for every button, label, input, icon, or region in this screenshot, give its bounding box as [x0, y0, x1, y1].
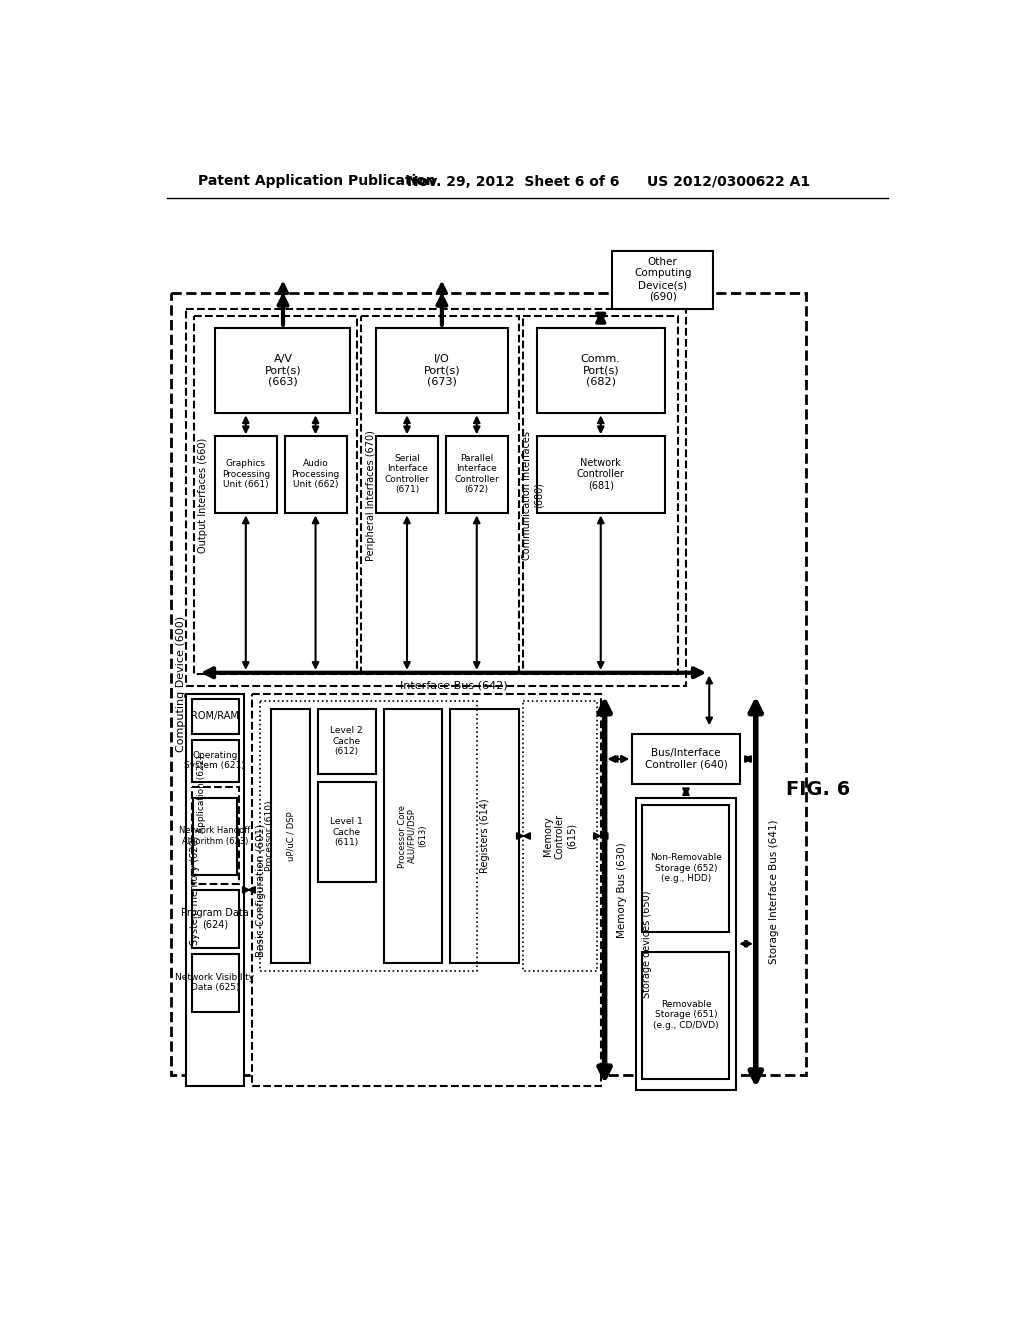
Bar [636, 797, 736, 1090]
Text: Level 2
Cache
(612): Level 2 Cache (612) [330, 726, 362, 756]
Bar [191, 700, 239, 734]
Bar [191, 739, 239, 781]
Text: Bus/Interface
Controller (640): Bus/Interface Controller (640) [645, 748, 727, 770]
Bar [215, 436, 276, 512]
Bar [445, 436, 508, 512]
Bar [194, 797, 238, 874]
Bar [215, 327, 350, 412]
Text: Parallel
Interface
Controller
(672): Parallel Interface Controller (672) [455, 454, 499, 494]
Text: Application (622): Application (622) [198, 755, 206, 833]
Text: uP/uC / DSP: uP/uC / DSP [287, 812, 295, 861]
Text: FIG. 6: FIG. 6 [785, 780, 850, 800]
Bar [538, 436, 665, 512]
Text: Level 1
Cache
(611): Level 1 Cache (611) [330, 817, 362, 847]
Bar [191, 788, 239, 884]
Bar [191, 890, 239, 948]
Text: Basic Configuration (601): Basic Configuration (601) [256, 824, 266, 957]
Bar [194, 317, 356, 675]
Text: Memory Bus (630): Memory Bus (630) [617, 842, 628, 937]
Text: Network Handoff
Algorithm (623): Network Handoff Algorithm (623) [179, 826, 251, 846]
Text: Output Interfaces (660): Output Interfaces (660) [199, 438, 208, 553]
Bar [191, 954, 239, 1011]
Text: ROM/RAM: ROM/RAM [190, 711, 239, 721]
Text: I/O
Port(s)
(673): I/O Port(s) (673) [424, 354, 460, 387]
Bar [642, 952, 729, 1078]
Bar [642, 805, 729, 932]
Bar [171, 293, 806, 1074]
Bar [632, 734, 740, 784]
Text: Memory
Controler
(615): Memory Controler (615) [543, 813, 577, 858]
Bar [285, 436, 346, 512]
Bar [523, 701, 597, 970]
Text: Removable
Storage (651)
(e.g., CD/DVD): Removable Storage (651) (e.g., CD/DVD) [653, 999, 719, 1030]
Text: System memory (620): System memory (620) [190, 836, 201, 945]
Text: Storage devices (650): Storage devices (650) [642, 890, 652, 998]
Text: Audio
Processing
Unit (662): Audio Processing Unit (662) [292, 459, 340, 488]
Bar [317, 709, 376, 775]
Text: Communication Interfaces
(680): Communication Interfaces (680) [522, 430, 544, 560]
Text: Nov. 29, 2012  Sheet 6 of 6: Nov. 29, 2012 Sheet 6 of 6 [407, 174, 620, 189]
Bar [376, 436, 438, 512]
Text: Interface Bus (642): Interface Bus (642) [399, 681, 507, 690]
Text: Network
Controller
(681): Network Controller (681) [577, 458, 625, 491]
Bar [186, 693, 245, 1086]
Text: Peripheral Interfaces (670): Peripheral Interfaces (670) [366, 430, 376, 561]
Text: Serial
Interface
Controller
(671): Serial Interface Controller (671) [385, 454, 429, 494]
Text: Registers (614): Registers (614) [479, 799, 489, 874]
Text: Graphics
Processing
Unit (661): Graphics Processing Unit (661) [221, 459, 270, 488]
Bar [317, 781, 376, 882]
Bar [538, 327, 665, 412]
Bar [384, 709, 442, 964]
Text: Patent Application Publication: Patent Application Publication [198, 174, 435, 189]
Text: Processor (610): Processor (610) [265, 801, 274, 871]
Bar [186, 309, 686, 686]
Bar [376, 327, 508, 412]
Text: Processor Core
ALU/FPU/DSP
(613): Processor Core ALU/FPU/DSP (613) [397, 804, 427, 867]
Text: Program Data
(624): Program Data (624) [181, 908, 249, 929]
Text: Comm.
Port(s)
(682): Comm. Port(s) (682) [581, 354, 621, 387]
Text: Operating
System (621): Operating System (621) [184, 751, 245, 771]
Text: Other
Computing
Device(s)
(690): Other Computing Device(s) (690) [634, 257, 691, 302]
Bar [612, 251, 713, 309]
Text: Non-Removable
Storage (652)
(e.g., HDD): Non-Removable Storage (652) (e.g., HDD) [650, 854, 722, 883]
Bar [252, 693, 601, 1086]
Text: Computing Device (600): Computing Device (600) [176, 616, 185, 752]
Bar [360, 317, 519, 675]
Text: Storage Interface Bus (641): Storage Interface Bus (641) [769, 820, 778, 964]
Text: A/V
Port(s)
(663): A/V Port(s) (663) [264, 354, 301, 387]
Bar [260, 701, 477, 970]
Text: Network Visibility
Data (625): Network Visibility Data (625) [175, 973, 254, 993]
Text: US 2012/0300622 A1: US 2012/0300622 A1 [647, 174, 810, 189]
Bar [271, 709, 310, 964]
Bar [523, 317, 678, 675]
Bar [450, 709, 519, 964]
